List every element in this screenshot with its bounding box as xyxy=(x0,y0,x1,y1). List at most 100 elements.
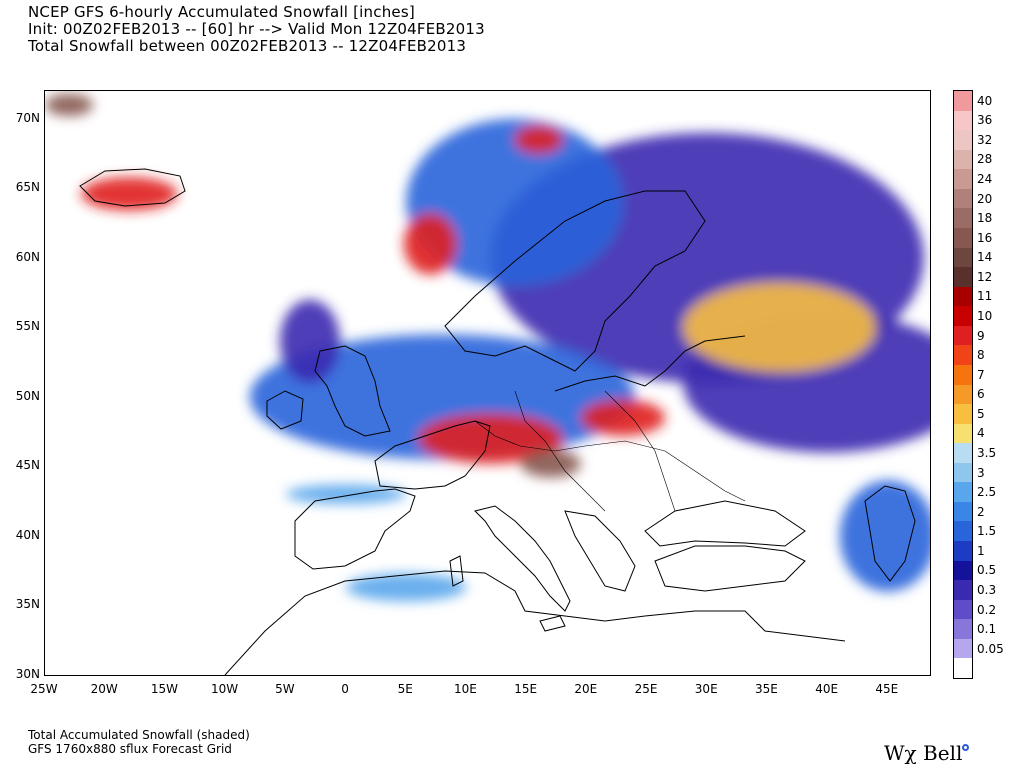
map-header: NCEP GFS 6-hourly Accumulated Snowfall [… xyxy=(28,4,485,55)
legend-label: 14 xyxy=(977,250,993,265)
legend-swatch xyxy=(954,384,972,405)
snow-region xyxy=(346,573,467,602)
legend-label: 0.2 xyxy=(977,602,997,617)
legend-label: 24 xyxy=(977,172,993,187)
legend-label: 2 xyxy=(977,504,985,519)
legend-label: 6 xyxy=(977,387,985,402)
legend-label: 4 xyxy=(977,426,985,441)
snow-region xyxy=(580,399,666,436)
legend-swatch xyxy=(954,227,972,249)
legend-swatch xyxy=(954,619,972,640)
legend-swatch xyxy=(954,267,972,288)
lon-tick-label: 20E xyxy=(574,682,598,696)
lon-tick-label: 0 xyxy=(341,682,349,696)
lat-tick-label: 50N xyxy=(15,388,40,403)
legend-swatch xyxy=(954,658,972,679)
legend-label: 32 xyxy=(977,132,993,147)
header-total-range: Total Snowfall between 00Z02FEB2013 -- 1… xyxy=(28,37,467,55)
snow-region xyxy=(514,125,563,154)
wxbell-logo-text: Wχ Bell xyxy=(884,741,963,765)
legend-label: 3.5 xyxy=(977,445,997,460)
lon-tick-label: 15E xyxy=(514,682,538,696)
legend-swatch xyxy=(954,130,972,151)
legend-swatch xyxy=(954,482,972,503)
lon-tick-label: 40E xyxy=(815,682,839,696)
legend-label: 0.1 xyxy=(977,622,997,637)
legend-label: 16 xyxy=(977,230,993,245)
legend-label: 2.5 xyxy=(977,485,997,500)
snowfall-shading xyxy=(45,93,930,602)
legend-label: 36 xyxy=(977,113,993,128)
legend-label: 28 xyxy=(977,152,993,167)
snow-region xyxy=(285,484,407,504)
legend-label: 10 xyxy=(977,309,993,324)
lat-tick-label: 40N xyxy=(15,527,40,542)
legend-label: 18 xyxy=(977,211,993,226)
legend-label: 0.3 xyxy=(977,582,997,597)
legend-label: 1 xyxy=(977,543,985,558)
legend-label: 11 xyxy=(977,289,993,304)
snow-region xyxy=(683,282,876,372)
legend-swatch xyxy=(954,345,972,366)
lon-tick-label: 35E xyxy=(755,682,778,696)
legend-swatch xyxy=(954,580,972,601)
legend-swatch xyxy=(954,364,972,385)
legend-swatch xyxy=(954,599,972,620)
legend-label: 40 xyxy=(977,93,993,108)
lon-tick-label: 15W xyxy=(150,682,178,696)
snow-region xyxy=(520,449,581,478)
legend-swatch xyxy=(954,541,972,562)
lat-tick-label: 70N xyxy=(15,110,40,125)
lon-tick-label: 45E xyxy=(875,682,899,696)
lon-tick-label: 30E xyxy=(694,682,718,696)
legend-swatch xyxy=(954,188,972,209)
legend-label: 3 xyxy=(977,465,985,480)
header-init-valid: Init: 00Z02FEB2013 -- [60] hr --> Valid … xyxy=(28,20,485,38)
footer-shaded-note: Total Accumulated Snowfall (shaded) xyxy=(28,728,250,742)
legend-swatch xyxy=(954,247,972,268)
legend-swatch xyxy=(954,501,972,522)
snow-region xyxy=(839,480,930,592)
lon-tick-label: 5E xyxy=(397,682,413,696)
snow-region xyxy=(279,299,340,383)
legend-swatch xyxy=(954,286,972,307)
lon-tick-label: 25E xyxy=(634,682,658,696)
lat-tick-label: 60N xyxy=(15,249,40,264)
snowfall-map-canvas xyxy=(45,93,930,675)
legend-swatch xyxy=(954,521,972,542)
lon-tick-label: 5W xyxy=(275,682,295,696)
header-title: NCEP GFS 6-hourly Accumulated Snowfall [… xyxy=(28,3,415,21)
lon-tick-label: 10E xyxy=(453,682,477,696)
map-footer: Total Accumulated Snowfall (shaded) GFS … xyxy=(28,728,250,756)
legend-swatch xyxy=(954,560,972,581)
legend-swatch xyxy=(954,638,972,659)
legend-label: 12 xyxy=(977,269,993,284)
legend-label: 1.5 xyxy=(977,524,997,539)
legend-label: 5 xyxy=(977,406,985,421)
legend-swatch xyxy=(954,443,972,464)
legend-label: 20 xyxy=(977,191,993,206)
lat-tick-label: 30N xyxy=(15,667,40,681)
legend-swatch xyxy=(954,169,972,190)
logo-dot-icon xyxy=(962,744,970,751)
legend-swatch xyxy=(954,423,972,444)
lat-tick-label: 65N xyxy=(15,180,40,195)
legend-swatch xyxy=(954,91,972,112)
snow-region xyxy=(403,213,457,275)
coastlines xyxy=(79,168,916,675)
legend-swatch xyxy=(954,462,972,483)
lon-tick-label: 10W xyxy=(211,682,239,696)
legend-swatch xyxy=(954,404,972,425)
legend-label: 7 xyxy=(977,367,985,382)
legend-swatch xyxy=(954,306,972,327)
color-legend xyxy=(953,90,973,679)
legend-label: 0.5 xyxy=(977,563,997,578)
snowfall-map xyxy=(44,90,931,676)
footer-grid-note: GFS 1760x880 sflux Forecast Grid xyxy=(28,742,232,756)
lon-tick-label: 25W xyxy=(30,682,58,696)
legend-swatch xyxy=(954,325,972,346)
legend-label: 9 xyxy=(977,328,985,343)
lat-tick-label: 45N xyxy=(15,458,40,473)
lat-tick-label: 55N xyxy=(15,319,40,334)
legend-swatch xyxy=(954,110,972,131)
